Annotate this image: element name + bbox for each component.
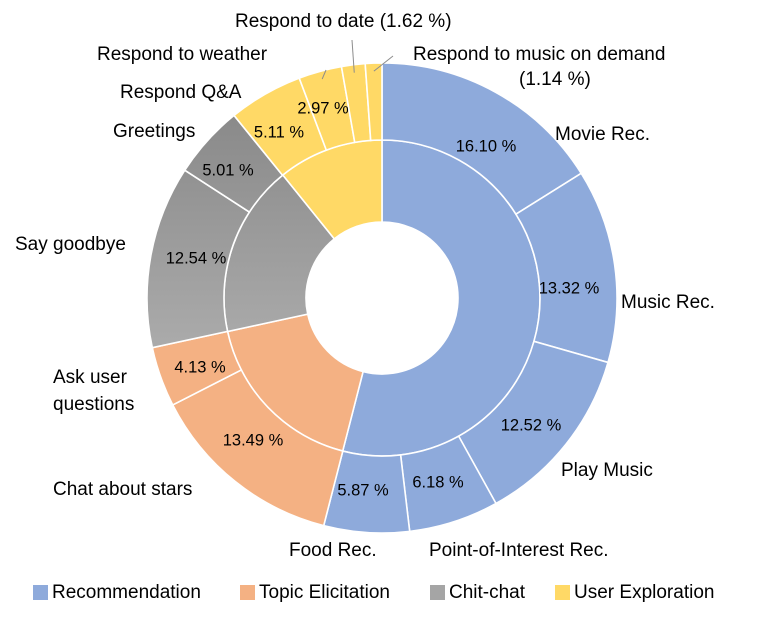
value-label-food-rec: 5.87 % [337, 481, 389, 499]
slice-name-labels: Movie Rec. Music Rec. Play Music Point-of-I… [15, 11, 715, 561]
legend-swatch-topic-elicitation [240, 585, 255, 600]
slice-label-play-music: Play Music [561, 460, 653, 481]
legend-label-user-exploration: User Exploration [574, 582, 714, 603]
slice-label-point-of-interest-rec: Point-of-Interest Rec. [429, 540, 609, 561]
legend-label-recommendation: Recommendation [52, 582, 201, 603]
outer-ring [146, 62, 618, 534]
value-label-respond-q-a: 5.11 % [254, 123, 304, 141]
value-label-chat-about-stars: 13.49 % [223, 431, 284, 449]
slice-label-respond-to-music-on-demand-1-14-line-2: (1.14 %) [519, 69, 591, 90]
value-label-point-of-interest-rec: 6.18 % [412, 473, 464, 491]
value-label-music-rec: 13.32 % [539, 279, 600, 297]
legend-swatch-user-exploration [555, 585, 570, 600]
leader-line-respond-to-music-on-demand-1-14 [373, 55, 394, 72]
slice-label-ask-user-questions-line-2: questions [53, 394, 134, 415]
legend-swatch-chit-chat [430, 585, 445, 600]
legend-label-topic-elicitation: Topic Elicitation [259, 582, 390, 603]
slice-label-say-goodbye: Say goodbye [15, 234, 126, 255]
slice-label-chat-about-stars: Chat about stars [53, 479, 192, 500]
value-label-movie-rec: 16.10 % [456, 137, 517, 155]
leader-line-respond-to-weather [321, 69, 327, 80]
slice-value-labels: 16.10 % 13.32 % 12.52 % 6.18 % 5.87 % 13.49 %… [166, 99, 600, 499]
value-label-play-music: 12.52 % [501, 416, 562, 434]
inner-ring [223, 139, 541, 457]
slice-label-respond-to-music-on-demand-1-14-line-1: Respond to music on demand [413, 44, 665, 65]
slice-label-movie-rec: Movie Rec. [555, 124, 650, 145]
slice-label-ask-user-questions-line-1: Ask user [53, 367, 128, 388]
slice-label-music-rec: Music Rec. [621, 292, 715, 313]
value-label-respond-to-weather: 2.97 % [297, 99, 349, 117]
slice-label-greetings: Greetings [113, 121, 195, 142]
slice-label-respond-q-a: Respond Q&A [120, 82, 242, 103]
value-label-say-goodbye: 12.54 % [166, 249, 227, 267]
slice-label-respond-to-date-1-62: Respond to date (1.62 %) [235, 11, 452, 32]
slice-label-food-rec: Food Rec. [289, 540, 377, 561]
legend: Recommendation Topic Elicitation Chit-chat… [33, 582, 714, 603]
value-label-ask-user-questions: 4.13 % [174, 358, 226, 376]
value-label-greetings: 5.01 % [202, 161, 254, 179]
legend-label-chit-chat: Chit-chat [449, 582, 526, 603]
slice-label-respond-to-weather: Respond to weather [97, 44, 268, 65]
legend-swatch-recommendation [33, 585, 48, 600]
leader-line-respond-to-date-1-62 [351, 39, 355, 73]
leader-lines [321, 39, 394, 80]
outer-slice-respond-to-music-on-demand-1-14 [364, 62, 383, 142]
